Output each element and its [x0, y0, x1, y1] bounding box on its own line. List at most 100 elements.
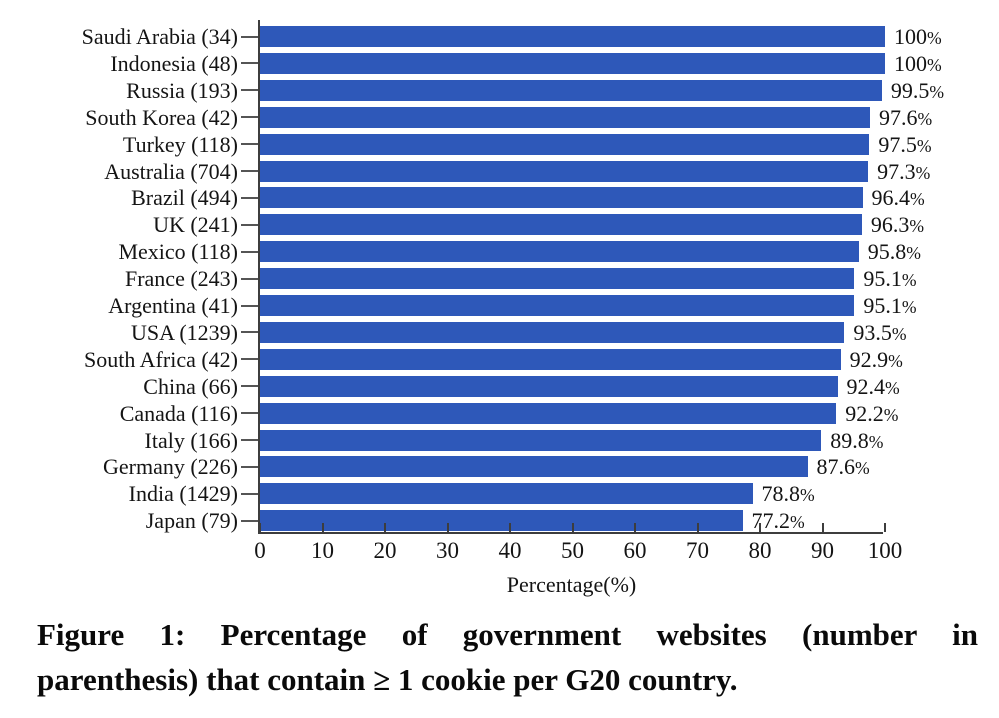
- x-tick: [696, 523, 699, 532]
- x-tick-label: 20: [373, 538, 397, 563]
- x-tick: [571, 523, 574, 532]
- bar: [260, 402, 837, 424]
- y-tick: [241, 170, 258, 172]
- value-label: 95.1%: [863, 265, 916, 292]
- percent-sign: %: [800, 485, 815, 506]
- y-tick: [241, 331, 258, 334]
- bar: [260, 214, 862, 236]
- value-label: 96.3%: [871, 211, 924, 238]
- figure-caption-line-1: Figure 1: Percentage of government websi…: [37, 617, 978, 652]
- figure-caption: Figure 1: Percentage of government websi…: [37, 612, 978, 702]
- value-label: 93.5%: [853, 319, 906, 346]
- bar: [260, 321, 845, 343]
- country-label: South Korea (42): [85, 104, 238, 130]
- x-tick: [759, 523, 761, 532]
- value-label: 92.2%: [845, 400, 898, 427]
- x-tick-label: 10: [311, 538, 334, 563]
- percent-sign: %: [883, 404, 899, 425]
- value-label: 87.6%: [817, 453, 870, 480]
- x-tick: [446, 523, 449, 532]
- country-label: Argentina (41): [108, 293, 238, 318]
- x-tick: [321, 523, 324, 532]
- value-number: 77.2: [751, 508, 791, 534]
- country-label: Japan (79): [145, 508, 238, 534]
- bar: [260, 160, 869, 182]
- y-tick: [241, 519, 258, 522]
- value-number: 97.5: [878, 131, 917, 157]
- value-number: 95.1: [863, 293, 902, 318]
- percent-sign: %: [917, 108, 933, 129]
- percent-sign: %: [885, 377, 900, 398]
- value-label: 99.5%: [891, 77, 944, 104]
- x-axis-title: Percentage(%): [506, 572, 637, 597]
- percent-sign: %: [790, 512, 805, 533]
- figure-caption-line-2: parenthesis) that contain ≥ 1 cookie per…: [37, 662, 738, 697]
- country-label: India (1429): [128, 481, 238, 507]
- country-label: Saudi Arabia (34): [81, 24, 238, 49]
- bar: [260, 133, 870, 155]
- x-tick-label: 50: [561, 538, 584, 563]
- country-label: South Africa (42): [84, 346, 238, 372]
- percent-sign: %: [915, 162, 931, 183]
- country-label: Germany (226): [102, 454, 238, 480]
- value-number: 93.5: [853, 319, 892, 345]
- y-tick: [241, 412, 258, 415]
- value-number: 92.2: [845, 400, 884, 426]
- value-number: 92.9: [849, 346, 889, 372]
- bar: [260, 106, 870, 128]
- y-tick: [241, 196, 258, 199]
- x-tick: [634, 523, 636, 532]
- bar: [260, 79, 882, 101]
- percent-sign: %: [855, 458, 870, 479]
- value-number: 97.3: [877, 158, 916, 184]
- x-tick: [259, 523, 261, 532]
- value-label: 78.8%: [762, 480, 815, 507]
- bar: [260, 456, 808, 478]
- bar: [260, 241, 859, 263]
- value-number: 96.4: [871, 185, 911, 211]
- country-label: Brazil (494): [131, 185, 238, 211]
- country-label: Russia (193): [126, 77, 238, 103]
- bar: [260, 429, 822, 451]
- bar: [260, 187, 863, 209]
- value-number: 95.8: [867, 239, 907, 265]
- percent-sign: %: [891, 323, 907, 344]
- percent-sign: %: [868, 431, 884, 452]
- percent-sign: %: [927, 28, 942, 48]
- y-tick: [241, 62, 258, 65]
- bar: [260, 295, 855, 316]
- y-tick: [241, 89, 258, 92]
- percent-sign: %: [906, 243, 921, 264]
- bar: [260, 510, 743, 532]
- value-number: 99.5: [890, 77, 930, 103]
- x-tick-label: 30: [436, 538, 459, 563]
- x-tick: [884, 523, 886, 532]
- value-number: 100: [894, 24, 927, 49]
- value-label: 95.8%: [868, 238, 921, 265]
- percent-sign: %: [909, 216, 925, 237]
- y-tick: [241, 492, 258, 495]
- x-tick: [509, 523, 511, 532]
- bar: [260, 348, 841, 370]
- y-tick: [241, 277, 258, 280]
- x-tick-label: 70: [686, 538, 709, 563]
- x-tick-label: 80: [748, 538, 772, 563]
- value-number: 95.1: [863, 266, 902, 292]
- value-label: 100%: [894, 23, 942, 50]
- percent-sign: %: [901, 270, 917, 291]
- x-tick-label: 90: [811, 538, 834, 563]
- x-tick-label: 100: [867, 538, 903, 563]
- value-label: 77.2%: [752, 507, 805, 534]
- value-label: 92.4%: [847, 373, 900, 400]
- percent-sign: %: [929, 81, 945, 102]
- country-label: Mexico (118): [118, 239, 238, 265]
- bar: [260, 375, 838, 397]
- y-tick: [241, 250, 258, 253]
- y-tick: [241, 143, 258, 146]
- value-number: 97.6: [879, 104, 918, 130]
- y-tick: [241, 439, 258, 441]
- y-tick: [241, 358, 258, 361]
- country-label: UK (241): [153, 212, 238, 238]
- value-number: 92.4: [846, 373, 886, 399]
